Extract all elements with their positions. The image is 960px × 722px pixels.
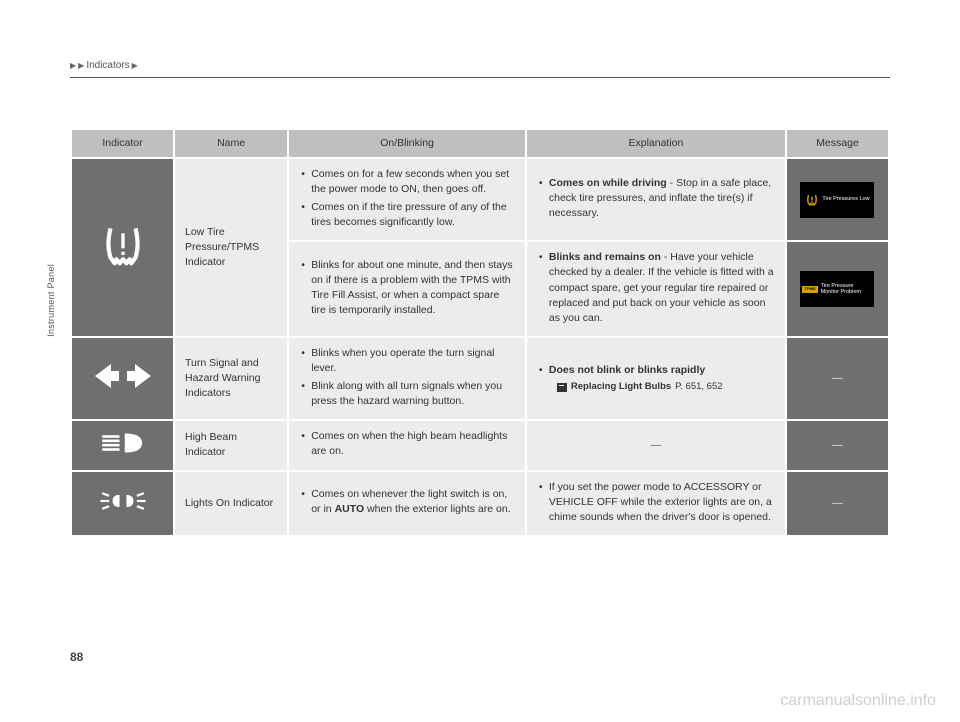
turn-signal-exp: Does not blink or blinks rapidly Replaci… bbox=[527, 338, 785, 419]
high-beam-icon-cell bbox=[72, 421, 173, 469]
high-beam-exp: — bbox=[527, 421, 785, 469]
cross-reference: Replacing Light Bulbs P. 651, 652 bbox=[537, 380, 775, 394]
em-dash: — bbox=[832, 372, 843, 384]
table-row: Low Tire Pressure/TPMS Indicator Comes o… bbox=[72, 159, 888, 240]
bullet: Comes on while driving - Stop in a safe … bbox=[537, 176, 775, 222]
tpms-icon bbox=[93, 220, 153, 270]
chevron-right-icon: ▶ bbox=[78, 61, 84, 70]
turn-signal-msg: — bbox=[787, 338, 888, 419]
watermark: carmanualsonline.info bbox=[780, 692, 936, 710]
section-tab: Instrument Panel bbox=[42, 240, 56, 360]
bullet: Blink along with all turn signals when y… bbox=[299, 379, 515, 409]
bullet: If you set the power mode to ACCESSORY o… bbox=[537, 480, 775, 526]
col-name: Name bbox=[175, 130, 287, 157]
lights-on-exp: If you set the power mode to ACCESSORY o… bbox=[527, 472, 785, 536]
turn-signal-on: Blinks when you operate the turn signal … bbox=[289, 338, 525, 419]
section-tab-label: Instrument Panel bbox=[46, 264, 56, 337]
bullet: Comes on if the tire pressure of any of … bbox=[299, 200, 515, 230]
tpms-badge: TPMS bbox=[802, 286, 817, 293]
bullet: Comes on for a few seconds when you set … bbox=[299, 167, 515, 197]
ref-pages: P. 651, 652 bbox=[675, 380, 722, 394]
tpms-icon-cell bbox=[72, 159, 173, 336]
breadcrumb: ▶ ▶ Indicators ▶ bbox=[70, 60, 890, 78]
book-icon bbox=[557, 383, 567, 392]
bold: AUTO bbox=[335, 503, 365, 515]
message-screen: TPMS Tire Pressure Monitor Problem bbox=[800, 271, 874, 307]
indicators-table: Indicator Name On/Blinking Explanation M… bbox=[70, 128, 890, 537]
col-message: Message bbox=[787, 130, 888, 157]
high-beam-msg: — bbox=[787, 421, 888, 469]
tpms-name: Low Tire Pressure/TPMS Indicator bbox=[175, 159, 287, 336]
table-row: High Beam Indicator Comes on when the hi… bbox=[72, 421, 888, 469]
col-indicator: Indicator bbox=[72, 130, 173, 157]
em-dash: — bbox=[832, 439, 843, 451]
bold: Comes on while driving bbox=[549, 177, 667, 189]
bullet: Blinks and remains on - Have your vehicl… bbox=[537, 250, 775, 326]
col-onblink: On/Blinking bbox=[289, 130, 525, 157]
lights-on-on: Comes on whenever the light switch is on… bbox=[289, 472, 525, 536]
turn-signal-name: Turn Signal and Hazard Warning Indicator… bbox=[175, 338, 287, 419]
high-beam-name: High Beam Indicator bbox=[175, 421, 287, 469]
table-row: Lights On Indicator Comes on whenever th… bbox=[72, 472, 888, 536]
high-beam-on: Comes on when the high beam headlights a… bbox=[289, 421, 525, 469]
chevron-right-icon: ▶ bbox=[132, 61, 138, 70]
col-explanation: Explanation bbox=[527, 130, 785, 157]
bullet: Does not blink or blinks rapidly bbox=[537, 363, 775, 378]
lights-on-name: Lights On Indicator bbox=[175, 472, 287, 536]
em-dash: — bbox=[832, 497, 843, 509]
bold: Blinks and remains on bbox=[549, 251, 661, 263]
breadcrumb-label: Indicators bbox=[86, 60, 129, 71]
bullet: Blinks for about one minute, and then st… bbox=[299, 258, 515, 319]
tpms-msg1-cell: Tire Pressures Low bbox=[787, 159, 888, 240]
bullet: Comes on whenever the light switch is on… bbox=[299, 487, 515, 517]
lights-on-icon bbox=[93, 488, 153, 514]
turn-signal-icon bbox=[93, 361, 153, 391]
message-text: Tire Pressure Monitor Problem bbox=[821, 283, 873, 296]
table-row: Turn Signal and Hazard Warning Indicator… bbox=[72, 338, 888, 419]
chevron-right-icon: ▶ bbox=[70, 61, 76, 70]
bullet: Blinks when you operate the turn signal … bbox=[299, 346, 515, 376]
bold: Does not blink or blinks rapidly bbox=[549, 364, 705, 376]
page-number: 88 bbox=[70, 650, 83, 664]
turn-signal-icon-cell bbox=[72, 338, 173, 419]
ref-label: Replacing Light Bulbs bbox=[571, 380, 671, 394]
tpms-msg2-cell: TPMS Tire Pressure Monitor Problem bbox=[787, 242, 888, 336]
tpms-exp1: Comes on while driving - Stop in a safe … bbox=[527, 159, 785, 240]
page-content: ▶ ▶ Indicators ▶ Indicator Name On/Blink… bbox=[70, 60, 890, 537]
tpms-on2: Blinks for about one minute, and then st… bbox=[289, 242, 525, 336]
text: when the exterior lights are on. bbox=[364, 503, 511, 515]
lights-on-msg: — bbox=[787, 472, 888, 536]
bullet: Comes on when the high beam headlights a… bbox=[299, 429, 515, 459]
tpms-mini-icon bbox=[805, 193, 819, 207]
high-beam-icon bbox=[93, 430, 153, 456]
message-screen: Tire Pressures Low bbox=[800, 182, 874, 218]
lights-on-icon-cell bbox=[72, 472, 173, 536]
tpms-on1: Comes on for a few seconds when you set … bbox=[289, 159, 525, 240]
message-text: Tire Pressures Low bbox=[822, 196, 869, 203]
tpms-exp2: Blinks and remains on - Have your vehicl… bbox=[527, 242, 785, 336]
